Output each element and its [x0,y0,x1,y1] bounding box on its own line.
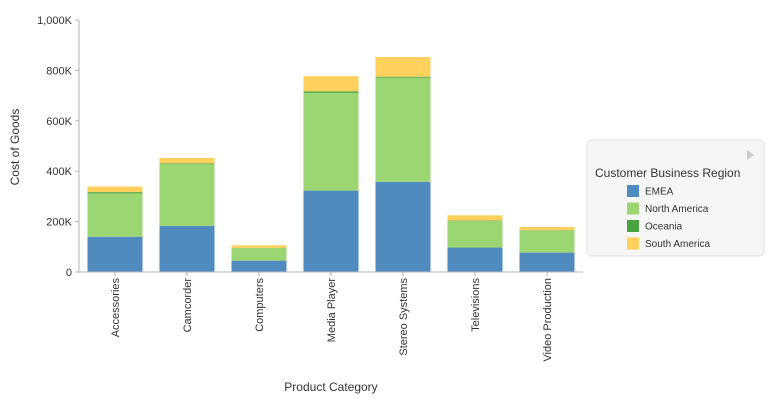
y-tick-label: 400K [46,166,72,178]
y-axis: 0 200K 400K 600K 800K 1,000K [37,15,80,279]
bar-segment[interactable] [303,190,359,272]
legend-swatch [627,202,639,215]
bar-segment[interactable] [231,245,287,248]
y-tick-label: 0 [66,267,72,279]
bar-segment[interactable] [519,230,575,253]
bar-segment[interactable] [375,181,431,272]
bar-segment[interactable] [87,193,143,237]
bar-segment[interactable] [159,225,215,272]
bar-segment[interactable] [303,76,359,92]
x-tick-label: Televisions [470,278,482,332]
x-tick-label: Video Production [542,278,554,362]
legend-label[interactable]: EMEA [645,187,674,198]
bar-segment[interactable] [87,186,143,193]
bar-segment[interactable] [375,57,431,77]
x-axis-title: Product Category [284,380,377,394]
y-tick-label: 800K [46,65,72,77]
legend-title: Customer Business Region [595,166,740,180]
bars [87,57,575,272]
legend-label[interactable]: North America [645,204,709,215]
legend: Customer Business Region EMEA North Ameri… [586,139,765,257]
bar-segment[interactable] [87,236,143,272]
bar-segment[interactable] [159,163,215,165]
x-tick-label: Computers [254,278,266,332]
bar-segment[interactable] [519,226,575,231]
bar-segment[interactable] [231,248,287,261]
y-tick-label: 1,000K [37,15,73,27]
bar-segment[interactable] [519,252,575,272]
bar-segment[interactable] [303,92,359,191]
legend-items: EMEA North America Oceania South America [627,185,710,250]
bar-segment[interactable] [447,215,503,221]
legend-label[interactable]: Oceania [645,222,683,233]
x-tick-label: Stereo Systems [398,278,410,356]
x-tick-label: Media Player [326,278,338,343]
bar-segment[interactable] [447,247,503,272]
bar-segment[interactable] [87,192,143,194]
bar-segment[interactable] [375,76,431,78]
x-tick-label: Camcorder [182,278,194,333]
legend-swatch [627,237,639,250]
y-tick-label: 600K [46,116,72,128]
legend-swatch [627,185,639,197]
y-tick-label: 200K [46,217,72,229]
bar-segment[interactable] [447,220,503,222]
bar-segment[interactable] [159,157,215,164]
y-axis-title: Cost of Goods [8,109,22,186]
legend-swatch [627,220,639,232]
bar-segment[interactable] [303,91,359,93]
legend-scroll-arrow-icon[interactable] [747,150,754,160]
bar-segment[interactable] [159,164,215,226]
bar-segment[interactable] [375,77,431,182]
legend-label[interactable]: South America [645,239,710,250]
bar-segment[interactable] [447,221,503,248]
bar-segment[interactable] [231,260,287,272]
x-axis: Accessories Camcorder Computers Media Playe… [79,271,583,362]
x-tick-label: Accessories [110,278,122,338]
